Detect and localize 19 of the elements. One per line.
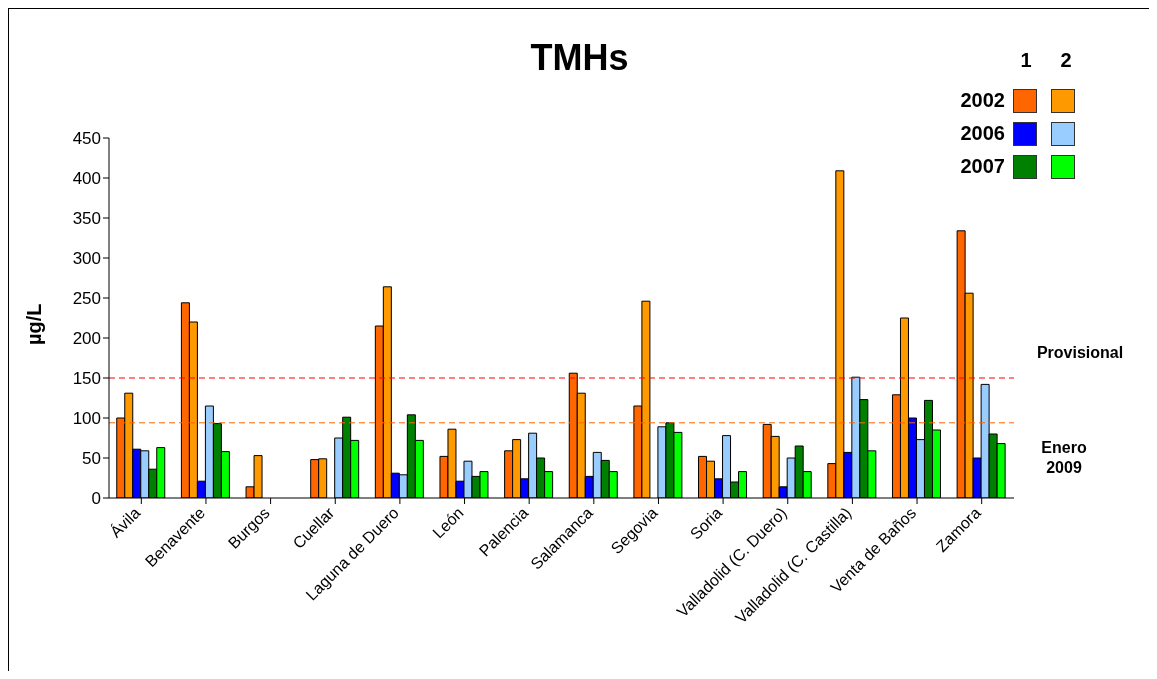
y-tick-label: 200	[72, 329, 101, 349]
legend-label: 2002	[959, 89, 1005, 112]
y-tick-label: 250	[72, 289, 101, 309]
y-tick-label: 450	[72, 129, 101, 149]
y-tick-label: 0	[91, 489, 101, 509]
y-tick-label: 50	[82, 449, 101, 469]
legend-label: 2007	[959, 155, 1005, 178]
y-tick-label: 400	[72, 169, 101, 189]
legend-label: 2006	[959, 122, 1005, 145]
ref-line-label: Provisional	[1036, 344, 1124, 361]
y-axis-title: µg/L	[23, 303, 45, 345]
y-tick-label: 300	[72, 249, 101, 269]
chart-title: TMHs	[530, 37, 629, 78]
y-tick-label: 100	[72, 409, 101, 429]
y-tick-label: 350	[72, 209, 101, 229]
y-tick-label: 150	[72, 369, 101, 389]
text: 2	[1059, 49, 1073, 72]
ref-line-label: Enero 2009	[1041, 438, 1087, 476]
text: 1	[1019, 49, 1033, 72]
